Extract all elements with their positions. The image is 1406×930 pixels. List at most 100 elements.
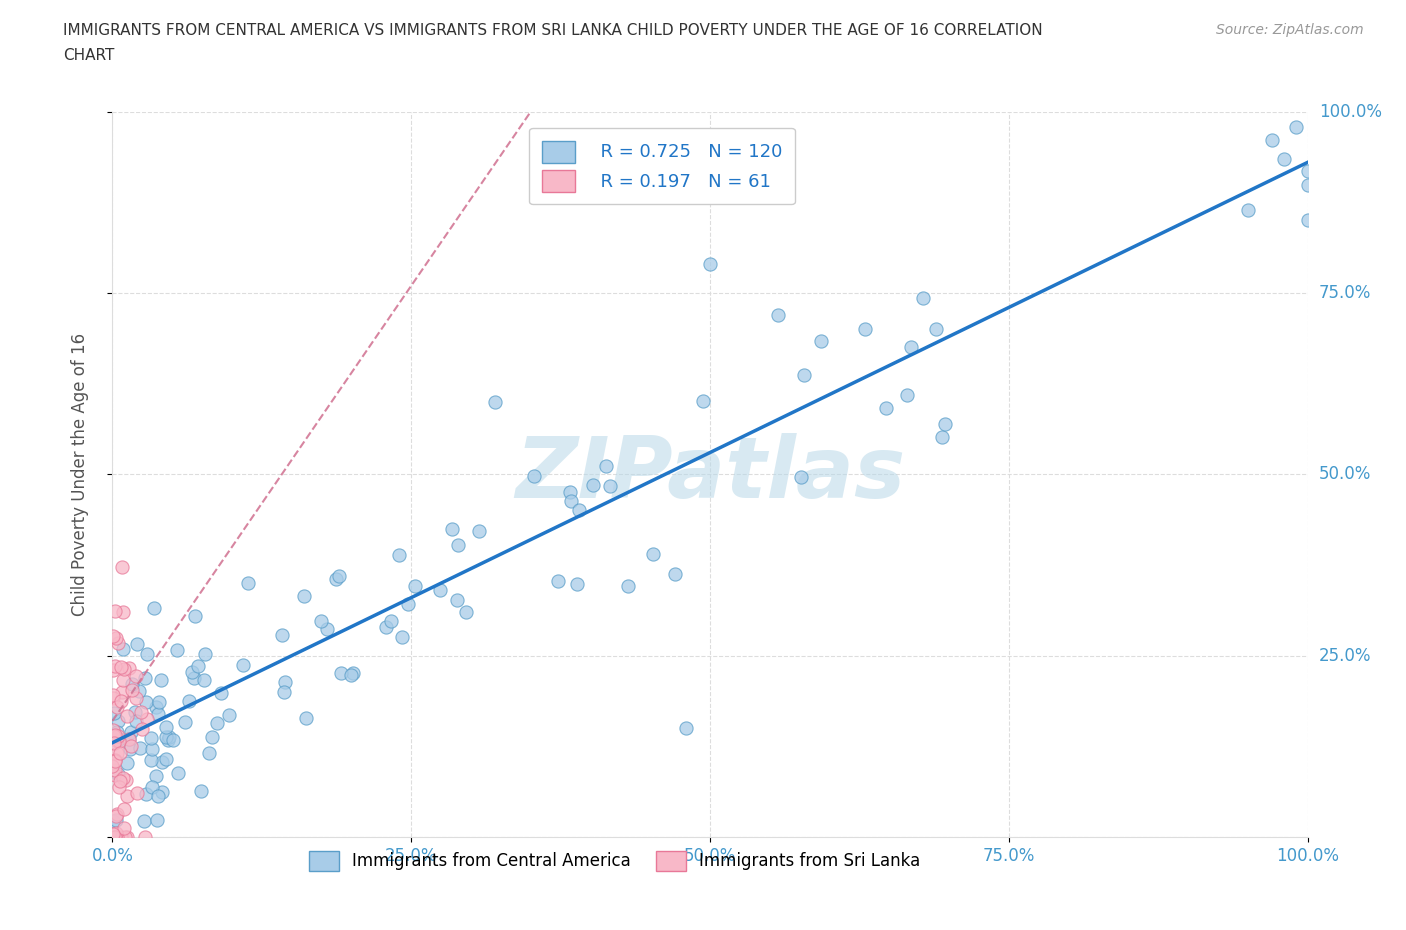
Point	[105, 807, 128, 822]
Point	[131, 722, 153, 737]
Text: IMMIGRANTS FROM CENTRAL AMERICA VS IMMIGRANTS FROM SRI LANKA CHILD POVERTY UNDER: IMMIGRANTS FROM CENTRAL AMERICA VS IMMIG…	[63, 23, 1043, 38]
Point	[617, 578, 640, 593]
Point	[340, 667, 363, 682]
Point	[159, 729, 181, 744]
Point	[104, 767, 127, 782]
Point	[101, 830, 124, 844]
Point	[115, 755, 138, 770]
Point	[105, 830, 128, 844]
Point	[110, 694, 132, 709]
Point	[675, 721, 697, 736]
Point	[232, 658, 254, 672]
Point	[115, 830, 138, 844]
Point	[396, 596, 419, 611]
Point	[295, 711, 318, 725]
Point	[201, 730, 224, 745]
Point	[101, 629, 124, 644]
Point	[911, 290, 934, 305]
Point	[145, 769, 167, 784]
Point	[599, 478, 621, 493]
Point	[699, 257, 721, 272]
Point	[156, 732, 179, 747]
Point	[101, 830, 124, 844]
Text: Source: ZipAtlas.com: Source: ZipAtlas.com	[1216, 23, 1364, 37]
Point	[692, 393, 714, 408]
Point	[107, 733, 129, 748]
Point	[768, 307, 790, 322]
Text: ZIPatlas: ZIPatlas	[515, 432, 905, 516]
Point	[454, 604, 477, 619]
Point	[180, 664, 202, 679]
Text: 100.0%: 100.0%	[1319, 102, 1382, 121]
Point	[105, 699, 128, 714]
Point	[236, 575, 259, 590]
Point	[388, 548, 411, 563]
Point	[139, 752, 162, 767]
Point	[128, 740, 150, 755]
Point	[103, 706, 125, 721]
Point	[118, 731, 141, 746]
Point	[120, 738, 142, 753]
Point	[150, 784, 173, 799]
Point	[380, 613, 402, 628]
Point	[167, 766, 190, 781]
Point	[114, 830, 136, 844]
Point	[209, 685, 232, 700]
Point	[446, 592, 468, 607]
Point	[1237, 203, 1260, 218]
Point	[145, 699, 167, 714]
Point	[294, 589, 316, 604]
Point	[429, 582, 451, 597]
Point	[1296, 164, 1319, 179]
Point	[103, 736, 125, 751]
Point	[273, 684, 295, 699]
Point	[1296, 213, 1319, 228]
Point	[105, 746, 128, 761]
Point	[560, 493, 582, 508]
Point	[184, 608, 207, 623]
Point	[110, 830, 132, 844]
Point	[309, 613, 332, 628]
Point	[582, 477, 605, 492]
Point	[187, 658, 209, 673]
Point	[115, 789, 138, 804]
Text: 75.0%: 75.0%	[1319, 284, 1371, 302]
Point	[375, 619, 398, 634]
Text: CHART: CHART	[63, 48, 115, 63]
Point	[135, 711, 157, 726]
Point	[149, 672, 172, 687]
Point	[328, 569, 350, 584]
Point	[853, 322, 876, 337]
Point	[111, 559, 134, 574]
Point	[107, 729, 129, 744]
Point	[125, 636, 148, 651]
Point	[179, 694, 201, 709]
Point	[111, 642, 134, 657]
Point	[207, 715, 229, 730]
Point	[558, 485, 581, 499]
Y-axis label: Child Poverty Under the Age of 16: Child Poverty Under the Age of 16	[70, 333, 89, 616]
Point	[104, 752, 127, 767]
Point	[198, 745, 221, 760]
Point	[166, 643, 188, 658]
Point	[129, 705, 152, 720]
Point	[193, 672, 215, 687]
Point	[925, 322, 948, 337]
Point	[148, 695, 170, 710]
Point	[124, 705, 146, 720]
Point	[104, 631, 127, 645]
Point	[104, 732, 127, 747]
Point	[125, 691, 148, 706]
Point	[329, 666, 352, 681]
Point	[132, 813, 155, 828]
Point	[114, 773, 136, 788]
Point	[664, 566, 686, 581]
Point	[118, 741, 141, 756]
Point	[125, 669, 148, 684]
Point	[194, 646, 217, 661]
Point	[523, 469, 546, 484]
Point	[139, 731, 162, 746]
Point	[155, 751, 177, 766]
Point	[547, 574, 569, 589]
Point	[568, 503, 591, 518]
